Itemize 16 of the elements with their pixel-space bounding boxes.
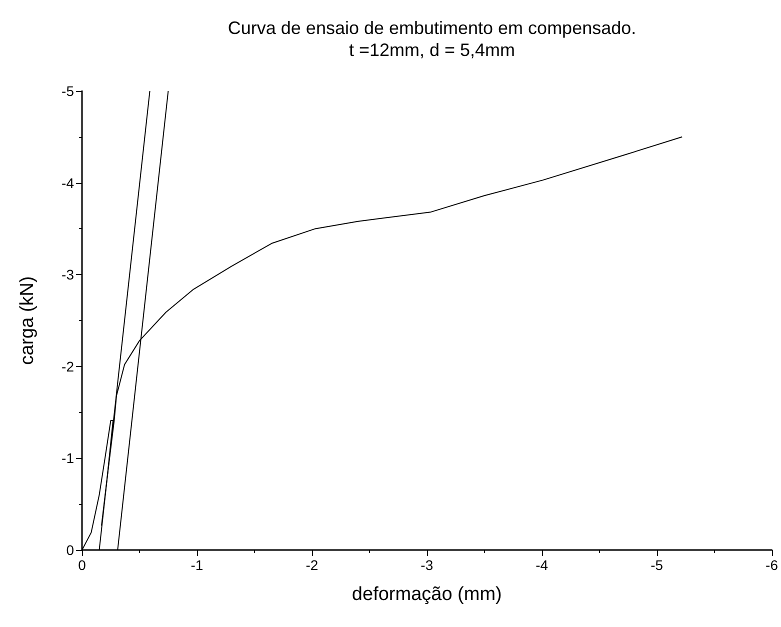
y-tick-label: -1 — [62, 450, 74, 466]
chart-title: Curva de ensaio de embutimento em compensado. t =12mm, d = 5,4mm — [228, 18, 636, 60]
x-tick-label: -2 — [306, 557, 318, 573]
y-tick-label: 0 — [66, 542, 74, 558]
x-tick-label: 0 — [78, 557, 86, 573]
x-axis-title: deformação (mm) — [352, 584, 502, 605]
y-tick-label: -5 — [62, 83, 74, 99]
x-tick-label: -5 — [650, 557, 664, 573]
x-tick-label: -6 — [766, 557, 778, 573]
y-tick-label: -4 — [62, 174, 74, 191]
x-tick-label: -1 — [190, 557, 204, 573]
y-tick-label: -3 — [62, 266, 74, 283]
y-axis-title: carga (kN) — [17, 276, 38, 365]
x-tick-label: -3 — [420, 557, 434, 573]
x-tick-label: -4 — [536, 557, 548, 573]
y-tick-label: -2 — [62, 358, 74, 374]
